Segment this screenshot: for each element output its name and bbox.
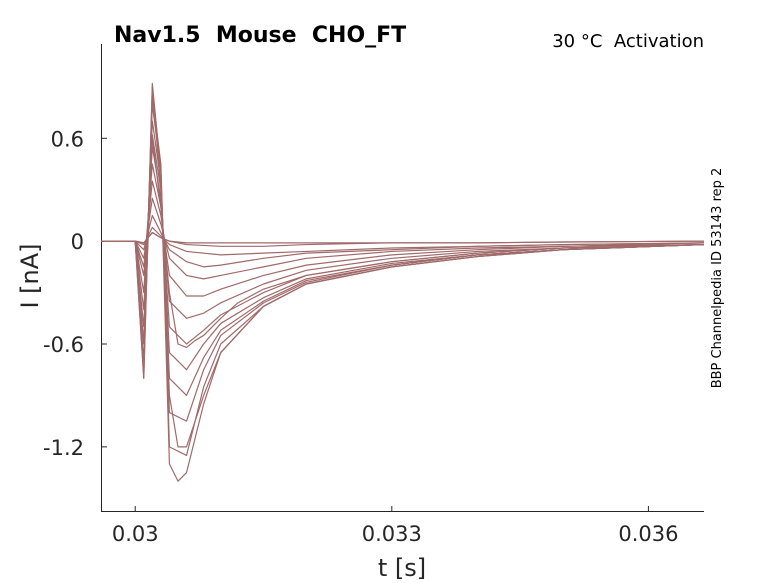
series-line-5 [101,197,704,280]
series-group [101,82,704,482]
series-line-14 [101,86,704,448]
y-tick-label: -1.2 [43,436,84,460]
y-tick-label: 0 [71,230,84,254]
y-tick-label: -0.6 [43,333,84,357]
series-line-10 [101,120,704,397]
series-line-15 [101,137,704,349]
series-line-12 [101,94,704,457]
x-tick-label: 0.033 [362,522,422,546]
x-ticks: 0.03 0.033 0.036 [112,506,678,546]
y-axis-label: I [nA] [16,243,44,308]
x-tick-label: 0.03 [112,522,159,546]
chart-title: Nav1.5 Mouse CHO_FT [114,23,406,48]
y-tick-label: 0.6 [51,127,84,151]
series-line-7 [101,163,704,319]
series-line-9 [101,134,704,371]
axes [101,44,704,512]
y-ticks: 0.6 0 -0.6 -1.2 [43,127,107,460]
series-line-4 [101,214,704,268]
x-axis-label: t [s] [378,554,426,582]
series-line-13 [101,82,704,482]
chart-subtitle: 30 °C Activation [552,31,704,52]
x-tick-label: 0.036 [618,522,678,546]
side-label: BBP Channelpedia ID 53143 rep 2 [710,168,725,389]
series-line-6 [101,180,704,297]
